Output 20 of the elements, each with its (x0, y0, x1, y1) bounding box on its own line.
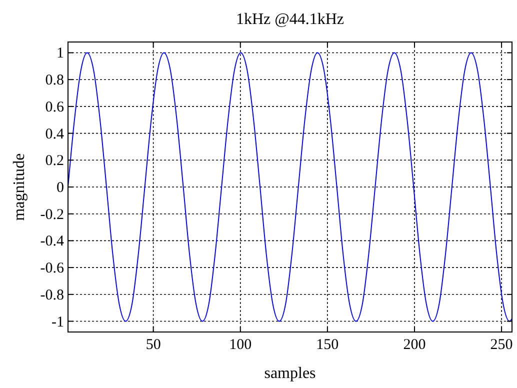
y-tick-label: 0 (56, 180, 64, 196)
y-tick-label: -1 (52, 314, 64, 330)
y-tick-label: 0.8 (45, 72, 64, 89)
chart-title: 1kHz @44.1kHz (236, 11, 344, 28)
x-tick-label: 50 (146, 337, 161, 353)
y-tick-label: -0.2 (40, 206, 64, 223)
y-axis-title: magnitude (11, 153, 28, 221)
x-tick-label: 100 (229, 337, 252, 353)
x-axis-title: samples (264, 365, 316, 382)
x-tick-label: 150 (316, 337, 339, 353)
y-tick-label: -0.6 (40, 260, 64, 277)
x-tick-label: 200 (403, 337, 426, 353)
y-tick-label: -0.8 (40, 287, 64, 304)
y-tick-label: 0.4 (45, 126, 64, 142)
y-tick-label: 0.6 (45, 99, 64, 116)
y-tick-label: 0.2 (45, 153, 64, 170)
y-tick-label: 1 (56, 46, 64, 62)
x-tick-label: 250 (490, 337, 513, 353)
line-series (68, 52, 512, 322)
y-tick-label: -0.4 (40, 234, 64, 250)
